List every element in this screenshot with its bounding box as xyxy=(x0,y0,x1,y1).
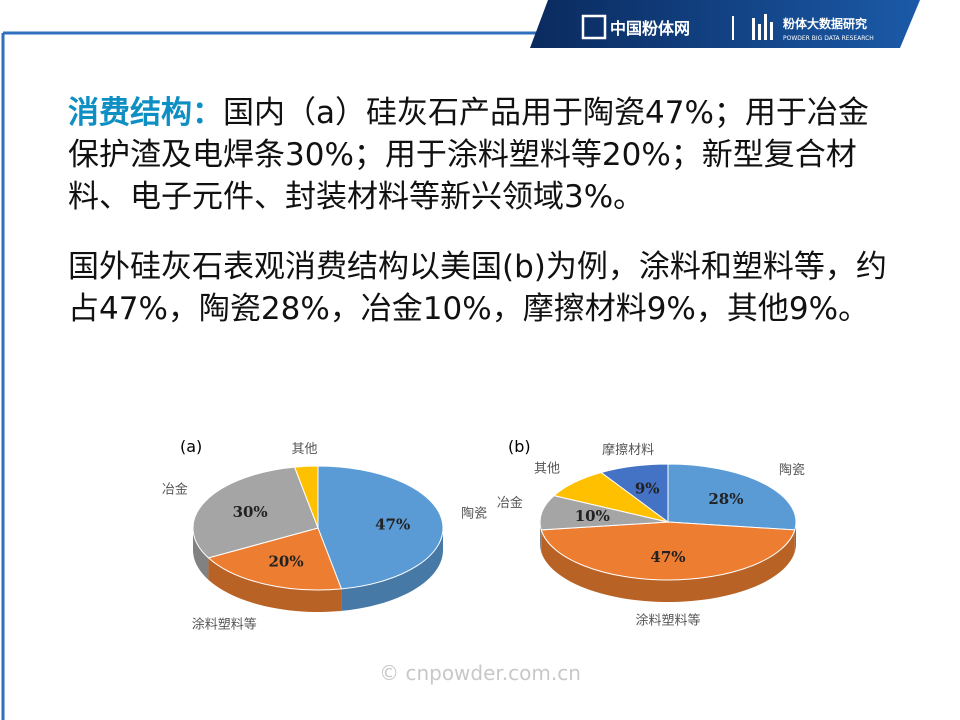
paragraph: 消费结构：国内（a）硅灰石产品用于陶瓷47%；用于冶金保护渣及电焊条30%；用于… xyxy=(68,92,898,218)
value-label: 30% xyxy=(233,503,268,521)
logo-text: 中国粉体网 xyxy=(610,19,690,38)
category-label: 摩擦材料 xyxy=(602,442,654,458)
category-label: 其他 xyxy=(291,442,317,457)
value-label: 28% xyxy=(708,490,743,508)
category-label: 陶瓷 xyxy=(779,462,805,478)
value-label: 10% xyxy=(575,507,610,525)
paragraph: 国外硅灰石表观消费结构以美国(b)为例，涂料和塑料等，约占47%，陶瓷28%，冶… xyxy=(68,246,898,330)
slice-side xyxy=(208,557,342,612)
slice-side xyxy=(541,529,795,602)
category-label: 陶瓷 xyxy=(461,505,487,521)
value-label: 47% xyxy=(650,548,685,566)
category-label: 冶金 xyxy=(162,482,188,498)
paragraph-text: 国外硅灰石表观消费结构以美国(b)为例，涂料和塑料等，约占47%，陶瓷28%，冶… xyxy=(68,249,887,327)
value-label: 9% xyxy=(635,480,660,498)
slice xyxy=(293,465,319,529)
brand: 粉体大数据研究 xyxy=(783,16,867,31)
lead: 消费结构： xyxy=(68,95,223,131)
slice xyxy=(540,521,796,581)
slice xyxy=(667,463,797,531)
slice xyxy=(317,465,444,590)
watermark: © cnpowder.com.cn xyxy=(379,661,581,685)
slice xyxy=(600,463,669,523)
logo-icon xyxy=(581,14,607,40)
category-label: 涂料塑料等 xyxy=(192,617,257,633)
slice-side xyxy=(193,528,209,580)
category-label: 冶金 xyxy=(497,495,523,511)
brand-en: POWDER BIG DATA RESEARCH xyxy=(783,35,874,42)
body-text: 消费结构：国内（a）硅灰石产品用于陶瓷47%；用于冶金保护渣及电焊条30%；用于… xyxy=(68,92,898,358)
slice-side xyxy=(341,528,443,611)
slice xyxy=(207,527,343,591)
brand-icon xyxy=(752,14,773,40)
slice xyxy=(539,495,669,531)
category-label: 其他 xyxy=(534,462,560,477)
slice xyxy=(192,466,319,559)
paragraph-text: 国内（a）硅灰石产品用于陶瓷47%；用于冶金保护渣及电焊条30%；用于涂料塑料等… xyxy=(68,95,869,215)
chart-title: (b) xyxy=(508,437,531,456)
value-label: 20% xyxy=(268,553,303,571)
value-label: 47% xyxy=(375,515,410,533)
chart-title: (a) xyxy=(180,437,202,456)
category-label: 涂料塑料等 xyxy=(635,613,700,629)
banner xyxy=(530,0,920,48)
